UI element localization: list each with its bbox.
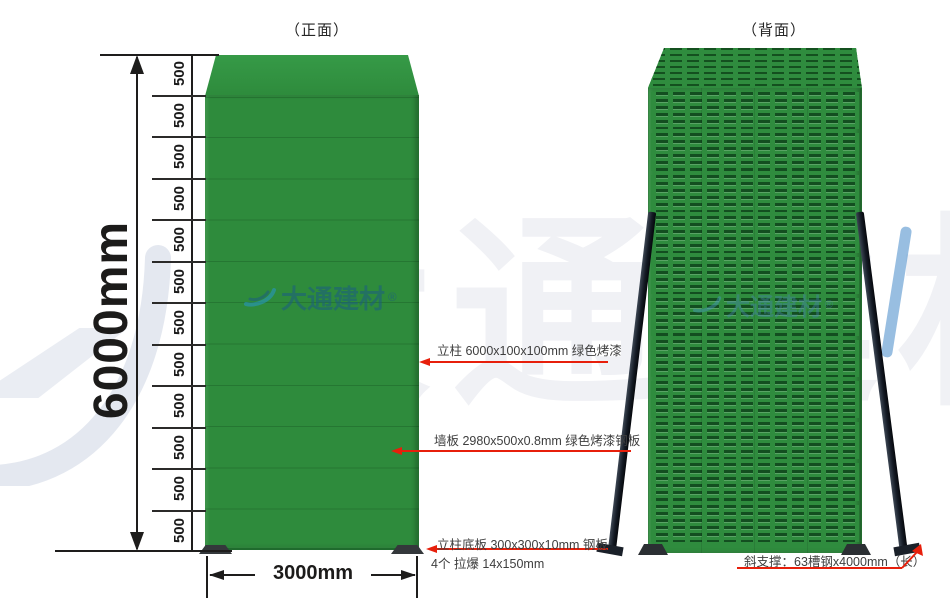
width-dimension-label: 3000mm — [255, 562, 371, 585]
watermark-swoosh-arc-icon — [0, 245, 171, 486]
back-panel — [648, 88, 862, 553]
annotation-wall-panel: 墙板 2980x500x0.8mm 绿色烤漆钢板 — [434, 434, 641, 448]
louver-band — [651, 339, 859, 377]
ruler-segment: 500 — [152, 138, 206, 180]
brand-logo-icon — [693, 295, 722, 312]
segment-ruler: 500 500 500 500 500 500 500 500 500 500 … — [152, 55, 206, 551]
brand-watermark-text: 大通建材 — [281, 284, 386, 314]
dimension-arrow-down-icon — [130, 532, 144, 551]
louver-band — [651, 422, 859, 460]
callout-arrow-base-plate-icon — [426, 545, 437, 553]
segment-label: 500 — [170, 434, 188, 460]
segment-label: 500 — [170, 351, 188, 377]
width-extension-line-right — [416, 556, 418, 598]
ruler-segment: 500 — [152, 346, 206, 387]
callout-line-column — [429, 361, 608, 363]
back-panel-right-base-plate — [841, 544, 871, 555]
annotation-diagonal-brace: 斜支撑：63槽钢x4000mm（长） — [744, 555, 926, 569]
segment-label: 500 — [170, 102, 188, 128]
callout-arrow-column-icon — [419, 358, 430, 366]
segment-label: 500 — [170, 144, 188, 170]
annotation-column: 立柱 6000x100x100mm 绿色烤漆 — [437, 344, 622, 358]
top-extension-line — [100, 54, 219, 56]
segment-label: 500 — [170, 517, 188, 543]
annotation-base-plate: 立柱底板 300x300x10mm 钢板 — [437, 538, 608, 552]
callout-line-base-plate — [436, 548, 608, 550]
back-panel-top-cap — [648, 48, 862, 88]
callout-arrow-wall-panel-icon — [391, 447, 402, 455]
ruler-segment: 500 — [152, 512, 206, 552]
height-dimension-line — [136, 57, 138, 549]
segment-label: 500 — [170, 310, 188, 336]
ruler-segment: 500 — [152, 180, 206, 221]
ruler-segment: 500 — [152, 97, 206, 138]
brand-watermark-front: 大通建材 ® — [244, 279, 397, 316]
front-panel — [205, 95, 419, 550]
segment-label: 500 — [170, 476, 188, 502]
ruler-segment: 500 — [152, 429, 206, 470]
louver-band — [651, 133, 859, 171]
brand-watermark-text: 大通建材 — [726, 294, 822, 321]
registered-mark: ® — [388, 291, 397, 304]
width-extension-line-left — [206, 556, 208, 598]
callout-line-brace — [737, 567, 902, 569]
front-panel-right-base-plate — [391, 545, 424, 554]
width-arrow-right-icon — [401, 570, 416, 580]
dimension-arrow-up-icon — [130, 55, 144, 74]
height-dimension-label: 6000mm — [85, 220, 138, 420]
segment-label: 500 — [170, 227, 188, 253]
width-arrow-left-icon — [209, 570, 224, 580]
segment-label: 500 — [170, 185, 188, 211]
segment-label: 500 — [170, 393, 188, 419]
ruler-segment: 500 — [152, 470, 206, 512]
louver-band — [651, 174, 859, 212]
brand-watermark-back: 大通建材 ® — [693, 287, 833, 322]
ground-line — [55, 550, 232, 552]
front-panel-top-cap — [205, 55, 419, 96]
back-view-title: （背面） — [742, 22, 807, 39]
callout-arrow-brace-icon — [901, 544, 923, 569]
louver-band — [651, 92, 859, 130]
front-view-title: （正面） — [285, 22, 350, 39]
ruler-segment: 500 — [152, 304, 206, 346]
annotation-anchor-bolts: 4个 拉爆 14x150mm — [431, 557, 545, 571]
louver-band — [651, 257, 859, 295]
louver-band — [651, 463, 859, 501]
callout-line-wall-panel — [401, 450, 631, 452]
segment-label: 500 — [170, 61, 188, 87]
ruler-segment: 500 — [152, 387, 206, 429]
ruler-segment: 500 — [152, 263, 206, 304]
louver-band — [651, 298, 859, 336]
ruler-segment: 500 — [152, 221, 206, 263]
louver-band — [651, 504, 859, 542]
louver-band — [651, 380, 859, 419]
front-panel-left-base-plate — [199, 545, 232, 554]
brand-logo-icon — [244, 287, 276, 306]
louver-band — [651, 215, 859, 254]
registered-mark: ® — [825, 298, 833, 311]
ruler-segment: 500 — [152, 55, 206, 97]
back-panel-left-base-plate — [638, 544, 668, 555]
segment-label: 500 — [170, 268, 188, 294]
